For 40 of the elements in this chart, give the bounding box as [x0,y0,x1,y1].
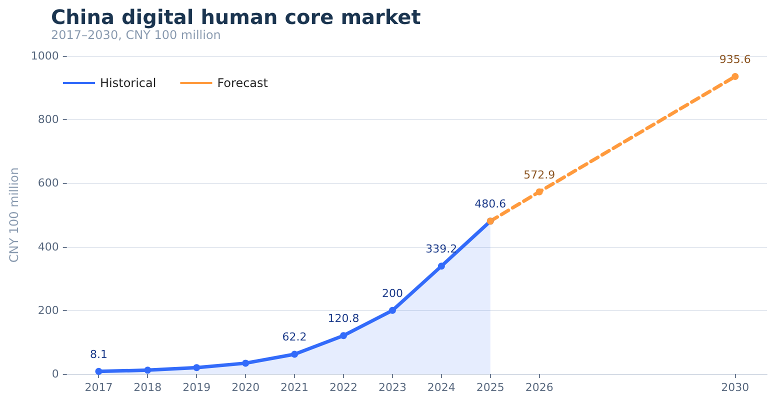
x-tick-label: 2018 [134,381,162,394]
x-tick-label: 2017 [84,381,113,394]
legend-label: Forecast [217,76,268,90]
point [438,262,445,270]
data-label: 935.6 [719,52,751,66]
x-tick-label: 2026 [525,381,554,394]
x-tick-label: 2019 [182,381,211,394]
data-label: 480.6 [474,198,506,211]
point [193,364,200,372]
data-label: 8.1 [90,348,108,361]
y-tick-label: 1000 [30,50,59,62]
point [536,188,543,196]
point [242,360,250,367]
point [732,72,739,80]
x-tick-label: 2030 [721,381,750,394]
point [340,332,348,340]
x-tick-label: 2025 [476,381,504,394]
y-tick-label: 800 [38,113,59,126]
point [291,350,298,358]
legend-label: Historical [100,76,156,90]
chart-title: China digital human core market [51,5,422,29]
y-axis-title: CNY 100 million [7,167,21,263]
y-tick-label: 0 [52,368,59,380]
y-tick-label: 400 [38,240,59,254]
x-tick-label: 2024 [427,381,456,394]
data-label: 200 [382,286,403,300]
data-label: 339.2 [426,242,458,256]
x-tick-label: 2021 [280,381,309,394]
data-label: 62.2 [282,330,307,344]
data-label: 120.8 [328,312,360,326]
y-tick-label: 200 [38,304,59,317]
y-tick-label: 600 [38,176,59,190]
chart-subtitle: 2017–2030, CNY 100 million [51,28,221,42]
x-tick-label: 2023 [378,381,406,394]
data-label: 572.9 [524,168,556,182]
x-tick-label: 2020 [232,381,260,394]
x-tick-label: 2022 [330,381,358,394]
point [95,368,102,375]
point [388,306,396,314]
point [144,366,152,374]
